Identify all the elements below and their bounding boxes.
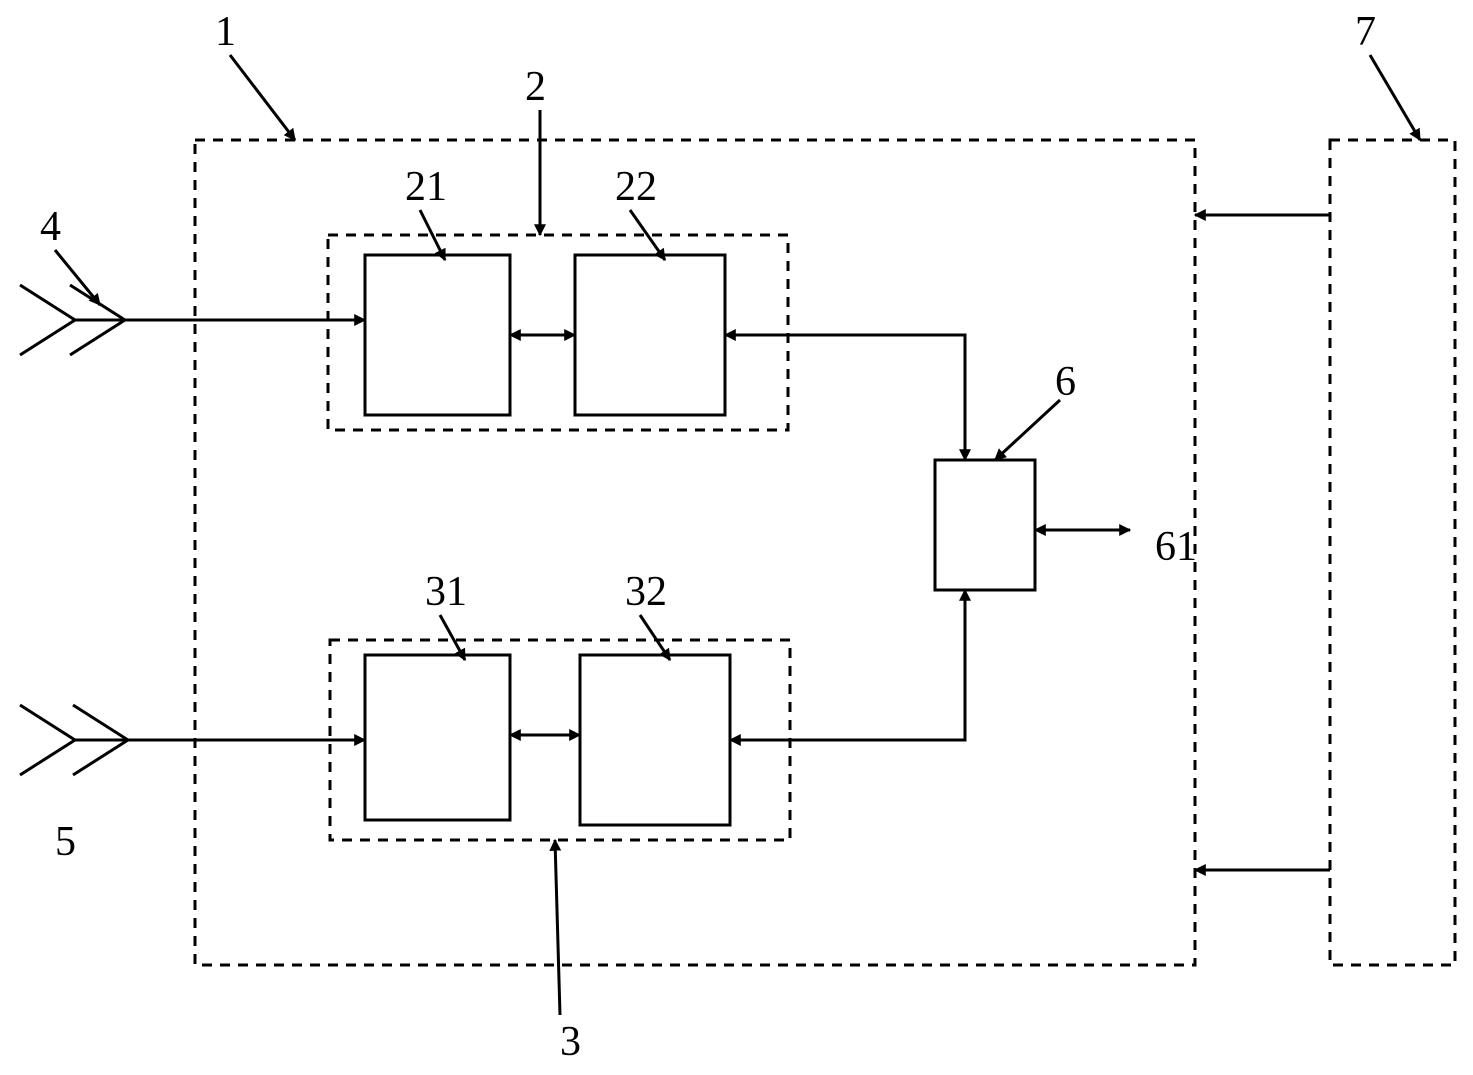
leader-p7	[1370, 55, 1420, 140]
label-L32: 32	[625, 569, 667, 615]
leader-p3	[555, 840, 560, 1015]
elbow-32-to-6	[730, 590, 965, 740]
label-L4: 4	[40, 204, 61, 250]
label-L31: 31	[425, 569, 467, 615]
label-L2: 2	[525, 64, 546, 110]
leader-p32	[640, 615, 670, 660]
label-L21: 21	[405, 164, 447, 210]
elbow-22-to-6	[725, 335, 965, 460]
label-L7: 7	[1355, 9, 1376, 55]
box-box7	[1330, 140, 1455, 965]
label-L3: 3	[560, 1019, 581, 1065]
bus-arrow-5	[20, 705, 365, 775]
bus-arrow-4	[20, 285, 365, 355]
leader-p31	[440, 615, 465, 660]
box-b31	[365, 655, 510, 820]
leader-p1	[230, 55, 295, 140]
box-b21	[365, 255, 510, 415]
label-L61: 61	[1155, 524, 1197, 570]
label-L22: 22	[615, 164, 657, 210]
label-L6: 6	[1055, 359, 1076, 405]
label-L1: 1	[215, 9, 236, 55]
box-b22	[575, 255, 725, 415]
box-b32	[580, 655, 730, 825]
box-b6	[935, 460, 1035, 590]
leader-p4	[55, 250, 100, 305]
box-group2	[328, 235, 788, 430]
leader-p6	[995, 400, 1060, 460]
box-group3	[330, 640, 790, 840]
label-L5: 5	[55, 819, 76, 865]
